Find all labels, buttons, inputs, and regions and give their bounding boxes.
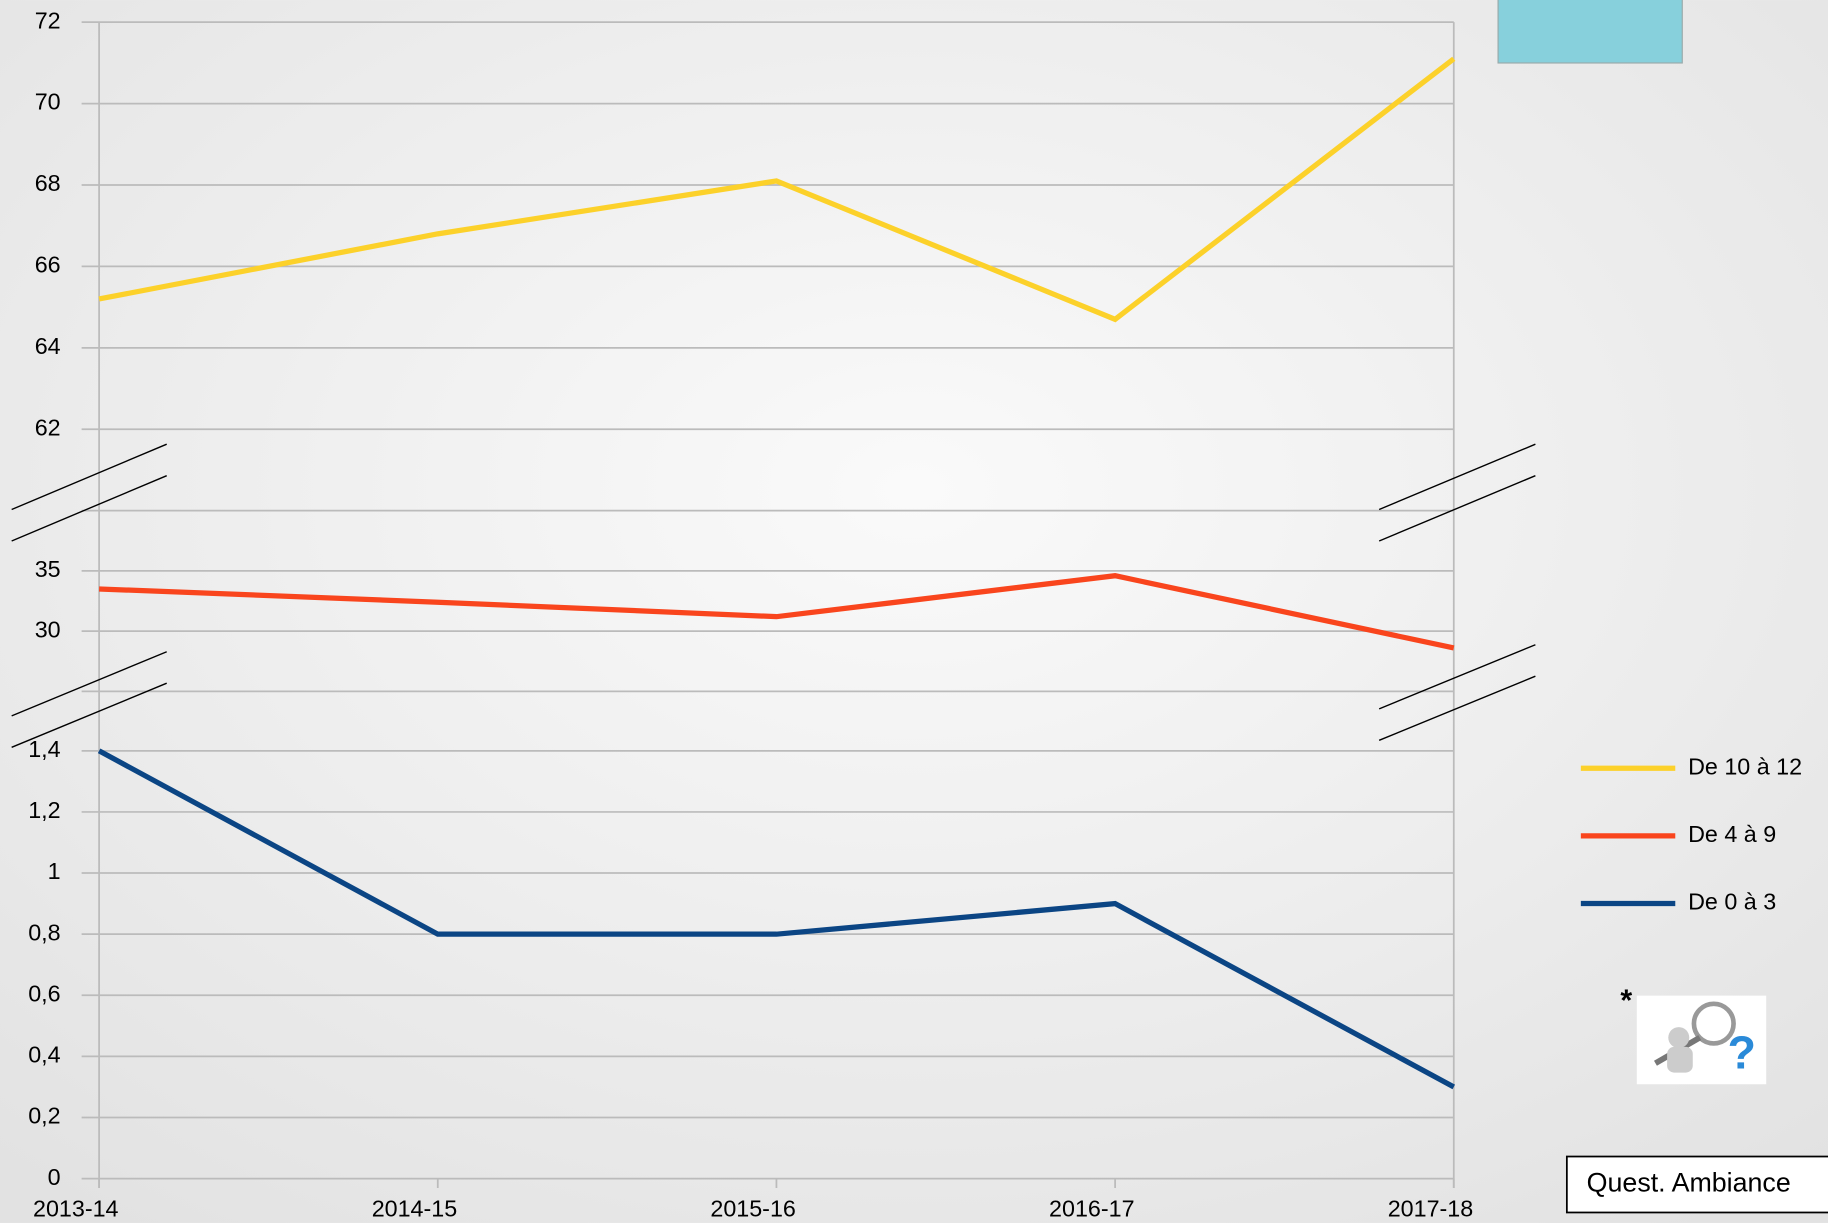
legend: De 10 à 12 De 4 à 9 De 0 à 3 bbox=[1580, 753, 1802, 915]
y-tick-label: 1,4 bbox=[28, 736, 60, 762]
break-mark bbox=[1378, 443, 1536, 511]
question-mark: ? bbox=[1727, 1027, 1755, 1079]
legend-label: De 10 à 12 bbox=[1688, 753, 1802, 779]
figure-head bbox=[1668, 1027, 1690, 1049]
y-tick-label: 0,6 bbox=[28, 980, 60, 1006]
y-tick-label: 0,2 bbox=[28, 1103, 60, 1129]
legend-label: De 4 à 9 bbox=[1688, 821, 1776, 847]
legend-label: De 0 à 3 bbox=[1688, 889, 1776, 915]
y-tick-label: 30 bbox=[35, 616, 61, 642]
help-icon: ? bbox=[1636, 995, 1767, 1085]
y-tick-label: 0 bbox=[48, 1164, 61, 1190]
quest-button[interactable] bbox=[1565, 1155, 1828, 1214]
y-tick-label: 0,4 bbox=[28, 1042, 60, 1068]
break-mark bbox=[11, 682, 167, 748]
break-mark bbox=[1378, 644, 1536, 710]
x-tick-label: 2013-14 bbox=[33, 1195, 119, 1221]
magnifier bbox=[1691, 1001, 1736, 1046]
x-tick-label: 2016-17 bbox=[1049, 1195, 1135, 1221]
axis-breaks bbox=[11, 443, 1536, 748]
break-mark bbox=[11, 651, 167, 717]
break-mark bbox=[1378, 675, 1536, 741]
note-mark: * bbox=[1620, 985, 1632, 1018]
y-tick-label: 1,2 bbox=[28, 797, 60, 823]
break-mark bbox=[1378, 475, 1536, 542]
x-tick-label: 2015-16 bbox=[710, 1195, 796, 1221]
quest-button-label[interactable]: Quest. Ambiance bbox=[1587, 1168, 1791, 1198]
y-tick-label: 1 bbox=[48, 858, 61, 884]
plot-area: 62 64 66 68 70 72 30 35 0 0,2 0,4 0,6 0,8 1 1,2 1,4 2013… bbox=[28, 7, 1473, 1221]
x-tick-label: 2017-18 bbox=[1388, 1195, 1474, 1221]
y-tick-label: 35 bbox=[35, 556, 61, 582]
break-mark bbox=[11, 475, 167, 542]
line-series bbox=[97, 748, 1456, 1090]
y-tick-label: 0,8 bbox=[28, 919, 60, 945]
y-tick-label: 66 bbox=[35, 252, 61, 278]
x-tick-label: 2014-15 bbox=[372, 1195, 458, 1221]
y-tick-label: 64 bbox=[35, 333, 61, 359]
line-series bbox=[98, 573, 1455, 651]
y-tick-label: 70 bbox=[35, 89, 61, 115]
header-box bbox=[1497, 0, 1683, 64]
line-series bbox=[98, 56, 1456, 323]
y-tick-label: 72 bbox=[35, 7, 61, 33]
y-tick-label: 62 bbox=[35, 414, 61, 440]
y-tick-label: 68 bbox=[35, 170, 61, 196]
figure-body bbox=[1667, 1046, 1693, 1073]
break-mark bbox=[11, 443, 167, 511]
